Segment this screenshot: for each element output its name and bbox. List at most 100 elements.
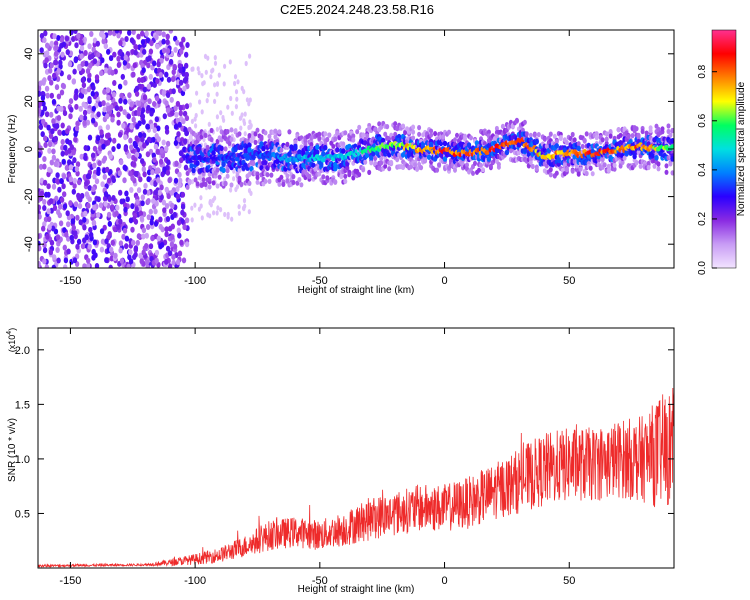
noise-cell: [173, 46, 178, 53]
noise-cell: [239, 125, 243, 131]
halo-cell: [297, 177, 302, 183]
halo-cell: [227, 140, 232, 146]
noise-cell: [39, 32, 45, 39]
noise-cell: [43, 135, 48, 142]
noise-cell: [44, 111, 50, 118]
noise-cell: [159, 147, 164, 154]
noise-cell: [110, 204, 115, 211]
noise-cell: [129, 101, 134, 108]
halo-cell: [223, 180, 228, 186]
halo-cell: [522, 119, 527, 125]
halo-cell: [263, 178, 268, 184]
noise-cell: [51, 154, 57, 161]
band-cell: [562, 147, 567, 153]
noise-cell: [195, 90, 199, 96]
noise-cell: [78, 105, 83, 112]
noise-cell: [106, 48, 111, 55]
halo-cell: [225, 173, 230, 179]
noise-cell: [149, 40, 154, 47]
noise-cell: [209, 74, 213, 80]
noise-cell: [92, 58, 98, 65]
halo-cell: [185, 184, 190, 190]
noise-cell: [118, 97, 123, 104]
halo-cell: [640, 128, 645, 135]
noise-cell: [47, 166, 52, 173]
noise-cell: [156, 177, 161, 184]
halo-cell: [544, 163, 549, 169]
noise-cell: [197, 206, 201, 212]
noise-cell: [84, 60, 89, 67]
halo-cell: [229, 127, 234, 133]
noise-cell: [74, 42, 79, 49]
y-tick-label: 0.5: [15, 508, 30, 520]
noise-cell: [124, 36, 129, 42]
noise-cell: [38, 163, 44, 170]
noise-cell: [162, 113, 167, 120]
y-tick-label: -40: [23, 236, 35, 252]
noise-cell: [166, 193, 171, 200]
halo-cell: [453, 167, 457, 173]
band-cell: [315, 144, 320, 150]
noise-cell: [131, 71, 136, 78]
noise-cell: [38, 145, 43, 152]
halo-cell: [215, 183, 220, 189]
noise-cell: [58, 59, 63, 66]
noise-cell: [184, 62, 189, 69]
noise-cell: [152, 81, 157, 88]
noise-cell: [177, 232, 182, 239]
halo-cell: [616, 127, 621, 133]
noise-cell: [101, 38, 106, 45]
noise-cell: [152, 101, 157, 107]
halo-cell: [393, 131, 398, 137]
noise-cell: [170, 233, 175, 240]
noise-cell: [138, 210, 144, 217]
noise-cell: [226, 104, 230, 110]
noise-cell: [164, 71, 169, 78]
band-cell: [195, 160, 200, 166]
noise-cell: [59, 106, 64, 112]
noise-cell: [164, 145, 169, 152]
noise-cell: [84, 191, 90, 198]
noise-cell: [111, 195, 116, 201]
noise-cell: [68, 113, 73, 120]
noise-cell: [109, 255, 114, 262]
noise-cell: [91, 219, 97, 226]
halo-cell: [233, 128, 238, 134]
y-tick-label: -20: [23, 189, 35, 205]
noise-cell: [59, 37, 65, 43]
noise-cell: [111, 146, 116, 152]
noise-cell: [132, 62, 137, 69]
noise-cell: [164, 186, 169, 193]
noise-cell: [41, 118, 46, 125]
noise-cell: [96, 135, 101, 142]
noise-cell: [101, 100, 106, 107]
noise-cell: [83, 145, 88, 151]
noise-cell: [59, 178, 64, 184]
noise-cell: [62, 227, 67, 234]
band-cell: [189, 163, 194, 169]
noise-cell: [90, 152, 96, 159]
noise-cell: [73, 57, 79, 64]
noise-cell: [175, 193, 181, 200]
noise-cell: [178, 150, 184, 157]
noise-cell: [99, 129, 104, 136]
noise-cell: [116, 32, 121, 39]
noise-cell: [53, 40, 59, 47]
noise-cell: [226, 214, 230, 220]
noise-cell: [142, 188, 148, 195]
noise-cell: [229, 187, 233, 193]
noise-cell: [122, 59, 128, 66]
noise-cell: [96, 196, 101, 203]
noise-cell: [158, 72, 163, 78]
noise-cell: [199, 195, 203, 201]
noise-cell: [51, 148, 56, 155]
noise-cell: [153, 208, 158, 215]
halo-cell: [548, 131, 553, 137]
colorbar-label: Normalized spectral amplitude: [736, 81, 747, 216]
noise-cell: [78, 39, 84, 46]
noise-cell: [49, 111, 54, 118]
halo-cell: [572, 137, 577, 143]
noise-cell: [123, 79, 128, 86]
halo-cell: [666, 123, 671, 129]
band-cell: [263, 159, 268, 166]
